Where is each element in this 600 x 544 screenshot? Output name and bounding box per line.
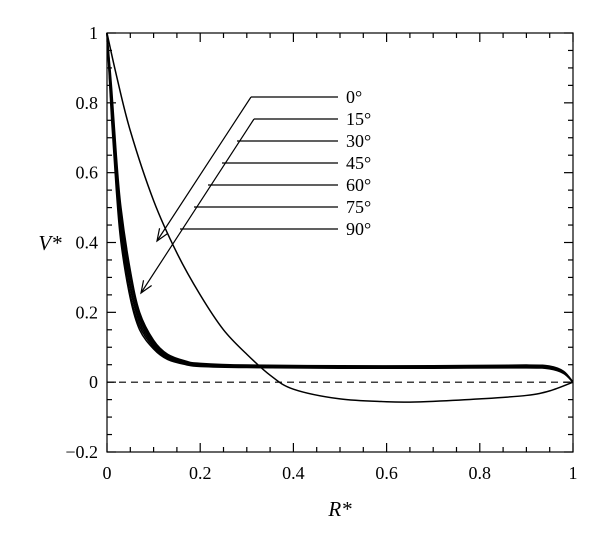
x-axis-title: R* — [327, 497, 352, 521]
series-line-90deg — [106, 32, 574, 383]
y-tick-label: 0.4 — [76, 233, 99, 253]
plot-frame — [106, 32, 574, 453]
y-axis-title: V* — [38, 231, 62, 255]
data-series — [106, 32, 574, 403]
legend-label: 30° — [346, 131, 371, 151]
x-tick-label: 0.6 — [375, 463, 398, 483]
x-tick-label: 0.2 — [189, 463, 212, 483]
x-tick-label: 1 — [569, 463, 578, 483]
y-tick-label: 0.2 — [76, 302, 99, 322]
series-line-75deg — [106, 32, 574, 383]
legend-arrow-15deg-head — [140, 280, 152, 295]
legend-callouts: 0°15°30°45°60°75°90° — [140, 87, 371, 295]
series-line-0deg — [106, 32, 574, 403]
legend-arrow-0deg-head — [156, 228, 168, 243]
legend-arrow-15deg — [140, 118, 255, 294]
series-line-15deg — [106, 32, 574, 383]
legend-label: 75° — [346, 197, 371, 217]
legend-label: 0° — [346, 87, 362, 107]
y-tick-label: 0 — [89, 372, 98, 392]
legend-label: 15° — [346, 109, 371, 129]
axis-ticks — [106, 32, 574, 453]
y-tick-label: −0.2 — [65, 442, 98, 462]
x-tick-label: 0 — [103, 463, 112, 483]
legend-arrow-0deg — [156, 96, 252, 242]
y-tick-label: 1 — [89, 23, 98, 43]
y-tick-label: 0.6 — [76, 163, 99, 183]
y-tick-label: 0.8 — [76, 93, 99, 113]
x-tick-label: 0.8 — [469, 463, 492, 483]
legend-label: 90° — [346, 219, 371, 239]
series-line-30deg — [106, 32, 574, 383]
series-line-45deg — [106, 32, 574, 383]
x-tick-label: 0.4 — [282, 463, 305, 483]
series-line-60deg — [106, 32, 574, 383]
legend-label: 45° — [346, 153, 371, 173]
legend-label: 60° — [346, 175, 371, 195]
axis-tick-labels: 0 0.2 0.4 0.6 0.8 1−0.200.20.40.60.81 — [65, 23, 577, 483]
